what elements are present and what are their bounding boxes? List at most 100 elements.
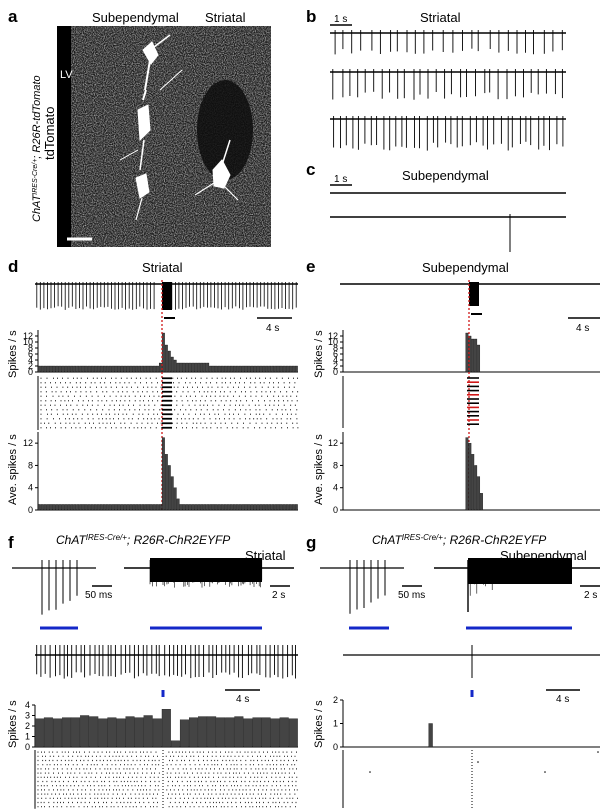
bar <box>216 717 226 748</box>
genotype-label-f: ChATIRES-Cre/+; R26R-ChR2EYFP <box>56 533 230 548</box>
bar <box>49 365 53 373</box>
bar <box>286 365 289 373</box>
bar <box>79 504 83 511</box>
bar <box>62 717 72 748</box>
bar <box>147 365 151 373</box>
panel-g: g ChATIRES-Cre/+; R26R-ChR2EYFP Subepend… <box>306 533 600 808</box>
bar <box>80 715 90 748</box>
bar <box>144 504 148 511</box>
panel-label-b: b <box>306 7 316 26</box>
raster-tick <box>544 771 546 773</box>
panel-e-title: Subependymal <box>422 260 509 275</box>
bar <box>468 442 472 511</box>
region-subependymal-label: Subependymal <box>92 10 179 25</box>
bar <box>138 504 142 511</box>
bar <box>286 504 289 511</box>
long-trace-f <box>124 558 294 588</box>
panel-label-a: a <box>8 7 18 26</box>
tick-label: 2 <box>333 695 338 705</box>
bar <box>250 365 254 373</box>
bar <box>194 362 198 373</box>
bar <box>179 719 189 748</box>
bar <box>259 504 263 511</box>
bar <box>280 504 283 511</box>
bar <box>73 504 77 511</box>
lv-label: LV <box>60 69 73 81</box>
bar <box>229 365 233 373</box>
genotype-label-a: ChATIRES-Cre/+; R26R-tdTomato <box>31 75 43 222</box>
bar <box>55 504 59 511</box>
bar <box>232 504 236 511</box>
bar <box>191 362 195 373</box>
bar <box>212 504 216 511</box>
scale-label-ms-f: 50 ms <box>85 590 112 601</box>
bar <box>70 365 74 373</box>
avg-histogram-e: 0 4 8 12 <box>328 432 600 515</box>
bar <box>93 504 97 511</box>
bar <box>218 365 221 373</box>
bar <box>91 365 94 373</box>
bar <box>235 365 239 373</box>
scale-label-s-f: 2 s <box>272 590 285 601</box>
bar <box>465 437 469 511</box>
bar <box>223 504 227 511</box>
bar <box>173 359 177 373</box>
bar <box>428 723 433 748</box>
bar <box>280 365 283 373</box>
panel-f: f ChATIRES-Cre/+; R26R-ChR2EYFP Striatal… <box>7 533 298 809</box>
bar <box>125 716 135 748</box>
bar <box>226 365 230 373</box>
scale-label-ms-g: 50 ms <box>398 590 425 601</box>
bar <box>49 504 53 511</box>
bar <box>229 504 233 511</box>
bar <box>238 365 242 373</box>
bar <box>129 504 133 511</box>
genotype-label-g: ChATIRES-Cre/+; R26R-ChR2EYFP <box>372 533 546 548</box>
ylabel-rate-d: Spikes / s <box>7 330 19 378</box>
tick-label: 2 <box>28 361 33 371</box>
bar <box>262 504 266 511</box>
bar <box>107 717 117 748</box>
micrograph: LV <box>57 26 271 247</box>
bar <box>88 365 91 373</box>
bar <box>173 487 177 511</box>
panel-b: b Striatal 1 s <box>306 7 566 151</box>
tick-label: 3 <box>25 711 30 721</box>
bar <box>134 717 144 748</box>
bar <box>37 365 41 373</box>
bar <box>179 362 183 373</box>
bar <box>274 504 278 511</box>
bar <box>256 365 260 373</box>
bar <box>99 365 103 373</box>
ylabel-g: Spikes / s <box>313 700 325 748</box>
bar <box>129 365 133 373</box>
bar <box>99 504 103 511</box>
bar <box>259 365 263 373</box>
bar <box>291 504 295 511</box>
bar <box>197 504 201 511</box>
bar <box>291 365 295 373</box>
trace-d <box>35 282 298 319</box>
tick-label: 12 <box>23 438 33 448</box>
bar <box>82 365 86 373</box>
bar <box>46 365 50 373</box>
bar <box>191 504 195 511</box>
panel-label-e: e <box>306 257 315 276</box>
trace-g <box>343 645 600 678</box>
bar <box>164 344 168 373</box>
bar <box>206 362 210 373</box>
bar <box>226 504 230 511</box>
bar <box>238 504 242 511</box>
burst-trace-f <box>12 560 96 615</box>
tick-label: 8 <box>333 343 338 353</box>
bar <box>120 365 124 373</box>
bar <box>79 365 83 373</box>
bar <box>117 504 121 511</box>
bar <box>108 504 112 511</box>
tick-label: 8 <box>333 460 338 470</box>
bar <box>170 740 180 748</box>
bar <box>247 504 251 511</box>
